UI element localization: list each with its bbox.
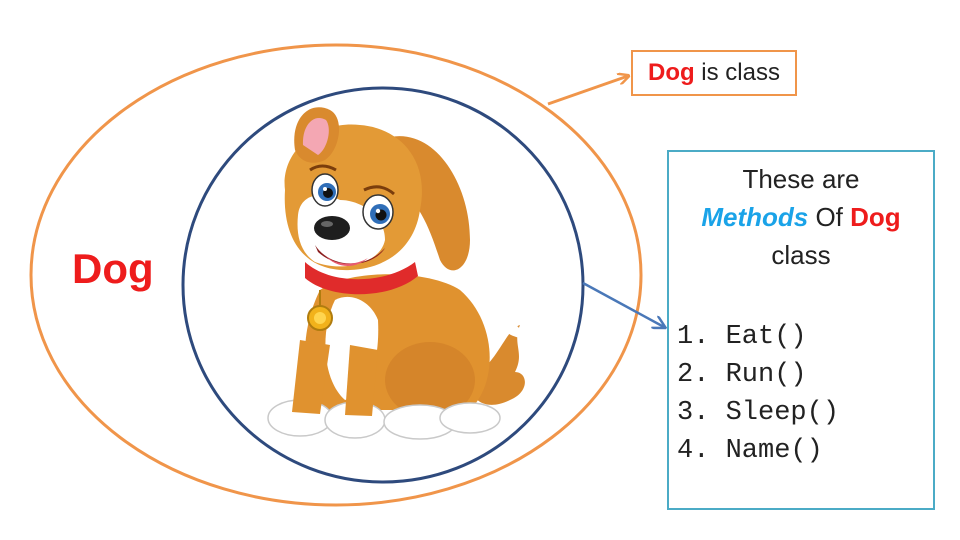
method-item: 2. Run() (677, 356, 933, 394)
methods-heading-line1: These are (742, 164, 860, 194)
methods-keyword: Methods (701, 202, 809, 232)
class-callout-text: is class (694, 59, 780, 86)
methods-of-word: Of (808, 202, 851, 232)
dog-illustration (267, 107, 525, 440)
methods-heading: These are Methods Of Dog class (669, 160, 933, 274)
method-number: 2. (677, 360, 710, 390)
class-callout-highlight: Dog (647, 59, 695, 86)
method-name: Eat() (725, 322, 807, 352)
class-callout-box: Dog is class (631, 50, 797, 96)
methods-callout-box: These are Methods Of Dog class 1. Eat() … (667, 150, 935, 510)
class-label-dog: Dog (72, 245, 154, 292)
method-number: 3. (677, 398, 710, 428)
method-item: 1. Eat() (677, 318, 933, 356)
method-name: Run() (725, 360, 807, 390)
methods-heading-line3: class (771, 240, 831, 270)
class-arrow (547, 76, 628, 106)
method-number: 4. (677, 436, 710, 466)
method-name: Name() (725, 436, 823, 466)
methods-heading-line2: Methods Of Dog (669, 198, 933, 236)
method-name: Sleep() (725, 398, 840, 428)
method-item: 3. Sleep() (677, 394, 933, 432)
method-number: 1. (677, 322, 710, 352)
methods-dog-word: Dog (850, 202, 901, 232)
methods-list: 1. Eat() 2. Run() 3. Sleep() 4. Name() (677, 318, 933, 470)
methods-arrow (582, 281, 664, 327)
class-ellipse (29, 43, 643, 507)
method-item: 4. Name() (677, 432, 933, 470)
